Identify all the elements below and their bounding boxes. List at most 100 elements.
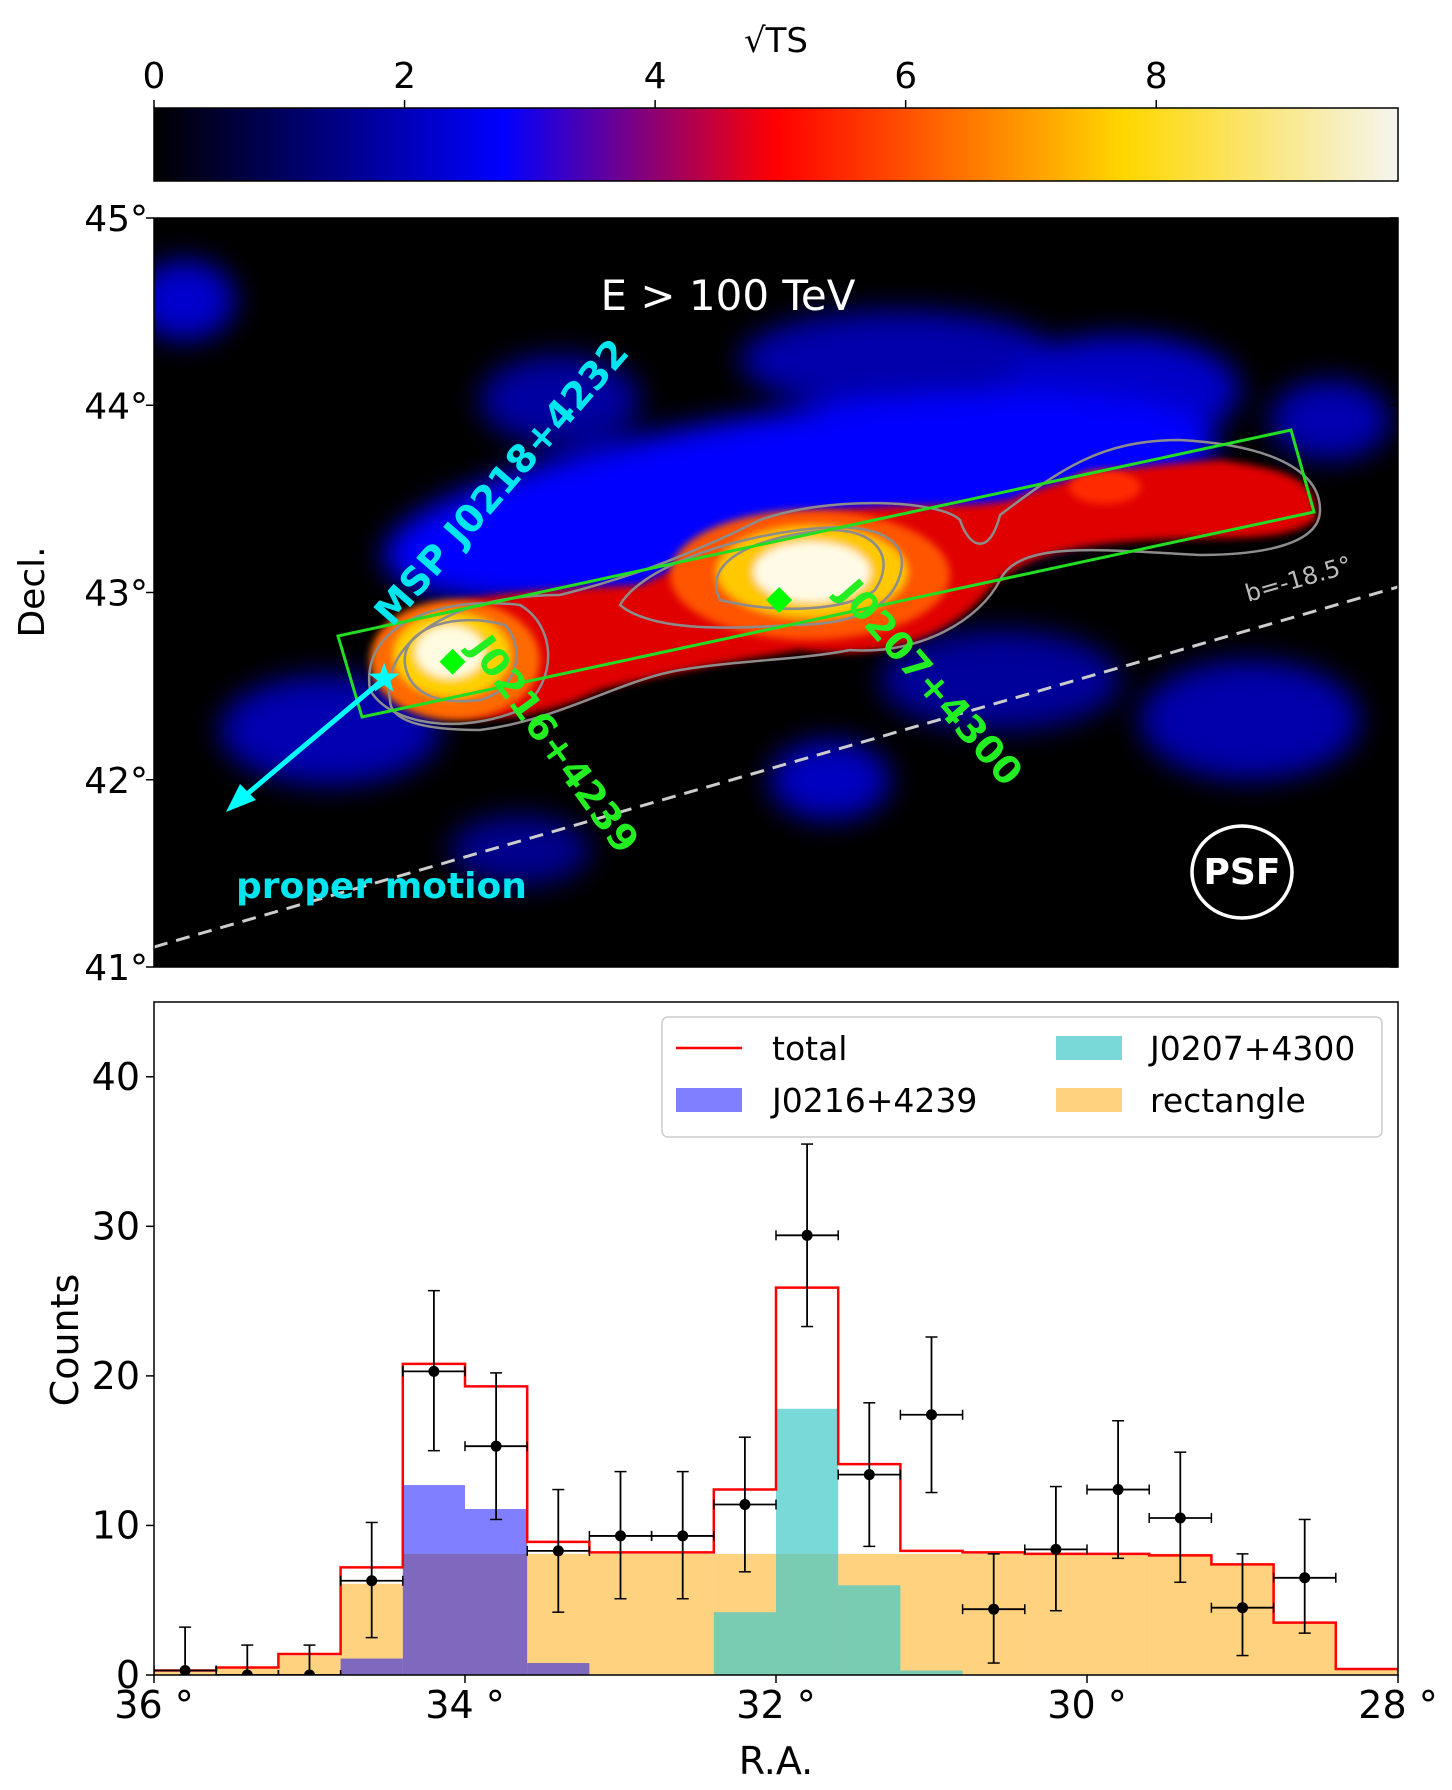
data-point-group [1210, 1553, 1275, 1657]
data-point [552, 1545, 564, 1557]
histogram-y-tick-label: 40 [92, 1055, 140, 1099]
data-point-group [464, 1372, 528, 1521]
data-point [926, 1409, 937, 1421]
bar-j0216+4239 [465, 1508, 528, 1675]
analysis-rectangle [336, 428, 1316, 719]
map-markers [368, 586, 793, 692]
map-y-tick-label: 42° [84, 761, 148, 802]
data-point [304, 1669, 315, 1675]
data-point [1112, 1484, 1124, 1496]
legend-swatch-j0207 [1056, 1036, 1122, 1060]
legend-label-rectangle: rectangle [1150, 1081, 1306, 1120]
data-point-group [526, 1488, 591, 1613]
histogram-y-tick-label: 20 [92, 1354, 140, 1398]
data-point-group [899, 1336, 964, 1494]
data-point [1174, 1512, 1186, 1524]
map-ylabel: Decl. [12, 546, 53, 637]
bar-rectangle [1087, 1553, 1150, 1675]
histogram-ylabel: Counts [43, 1274, 87, 1407]
colorbar-tick-label: 8 [1145, 56, 1168, 97]
data-point-group [1086, 1420, 1150, 1560]
total-step-path [154, 1286, 1398, 1672]
colorbar-tick-label: 6 [894, 56, 917, 97]
map-y-tick-label: 41° [84, 948, 148, 989]
sky-map-emission [154, 260, 1398, 949]
data-point [988, 1603, 1000, 1615]
legend-label-j0207: J0207+4300 [1148, 1029, 1355, 1068]
data-point-group [650, 1470, 715, 1600]
data-point [739, 1499, 751, 1511]
legend-swatch-j0216 [676, 1088, 742, 1112]
bar-j0207+4300 [900, 1670, 963, 1675]
psf-circle [1190, 824, 1294, 920]
data-point [241, 1669, 253, 1675]
psf-label: PSF [1204, 852, 1281, 893]
data-point [179, 1665, 191, 1675]
bar-j0207+4300 [713, 1612, 776, 1675]
histogram-y-tick-label: 0 [116, 1653, 140, 1697]
colorbar: √TS 0 2 4 6 8 [143, 21, 1399, 182]
data-point-group [713, 1436, 777, 1573]
data-point [490, 1440, 502, 1452]
pulsar-star-icon [368, 662, 400, 692]
data-point [615, 1530, 626, 1542]
histogram-x-ticks: 36 ° 34 ° 32 ° 30 ° 28 ° [114, 1675, 1438, 1727]
colorbar-tick-label: 0 [143, 56, 166, 97]
map-title: E > 100 TeV [600, 271, 855, 320]
source-marker-j0216+4239 [439, 648, 466, 675]
data-point [366, 1575, 378, 1587]
data-points [154, 1143, 1337, 1675]
histogram-x-tick-label: 30 ° [1047, 1683, 1126, 1727]
histogram-y-ticks: 0 10 20 30 40 [92, 1055, 154, 1697]
legend-swatch-rectangle [1056, 1088, 1122, 1112]
data-point [677, 1530, 689, 1542]
histogram-xlabel: R.A. [739, 1739, 814, 1783]
bar-j0216+4239 [402, 1485, 465, 1675]
bar-j0207+4300 [776, 1408, 839, 1675]
data-point [1299, 1572, 1311, 1584]
data-point [1050, 1543, 1062, 1555]
legend-box [661, 1016, 1383, 1138]
legend-label-total: total [772, 1029, 847, 1068]
data-point-group [837, 1402, 902, 1548]
data-point-group [1148, 1451, 1213, 1584]
data-point-group [339, 1521, 404, 1639]
map-y-ticks: 41° 42° 43° 44° 45° [84, 199, 1398, 989]
data-point [1237, 1602, 1248, 1614]
data-point-group [961, 1553, 1026, 1664]
contours [367, 438, 1322, 732]
histogram-y-tick-label: 30 [92, 1204, 140, 1248]
bar-j0216+4239 [340, 1658, 403, 1675]
map-y-tick-label: 44° [84, 386, 148, 427]
data-point-group [775, 1143, 839, 1328]
histogram-panel: 36 ° 34 ° 32 ° 30 ° 28 ° 0 10 20 30 40 R.A. Coun… [43, 1001, 1438, 1783]
histogram-x-tick-label: 28 ° [1358, 1683, 1437, 1727]
legend: total J0207+4300 J0216+4239 rectangle [661, 1016, 1383, 1138]
proper-motion-arrow [238, 676, 387, 802]
data-point [428, 1365, 440, 1377]
histogram-x-tick-label: 36 ° [114, 1683, 193, 1727]
source-marker-j0207+4300 [766, 586, 793, 613]
colorbar-tick-label: 4 [644, 56, 667, 97]
bar-rectangle [900, 1553, 963, 1675]
map-y-tick-label: 43° [84, 574, 148, 615]
histogram-x-tick-label: 32 ° [736, 1683, 815, 1727]
data-point-group [402, 1289, 466, 1452]
data-point-group [1024, 1485, 1088, 1612]
map-y-tick-label: 45° [84, 199, 148, 240]
galactic-latitude-line [154, 585, 1398, 949]
colorbar-ticks: 0 2 4 6 8 [143, 56, 1168, 108]
bar-rectangle [1335, 1669, 1398, 1675]
total-step-line [154, 1286, 1398, 1672]
diffuse-blue-emission [154, 260, 1390, 885]
colorbar-tick-label: 2 [393, 56, 416, 97]
data-point-group [1272, 1518, 1337, 1634]
legend-label-j0216: J0216+4239 [770, 1081, 977, 1120]
proper-motion-label: proper motion [236, 866, 527, 907]
colorbar-bar [153, 107, 1399, 182]
proper-motion-arrowhead [226, 784, 256, 812]
histogram-y-tick-label: 10 [92, 1503, 140, 1547]
hotspot-j0207 [670, 470, 1141, 640]
data-point [863, 1469, 875, 1481]
